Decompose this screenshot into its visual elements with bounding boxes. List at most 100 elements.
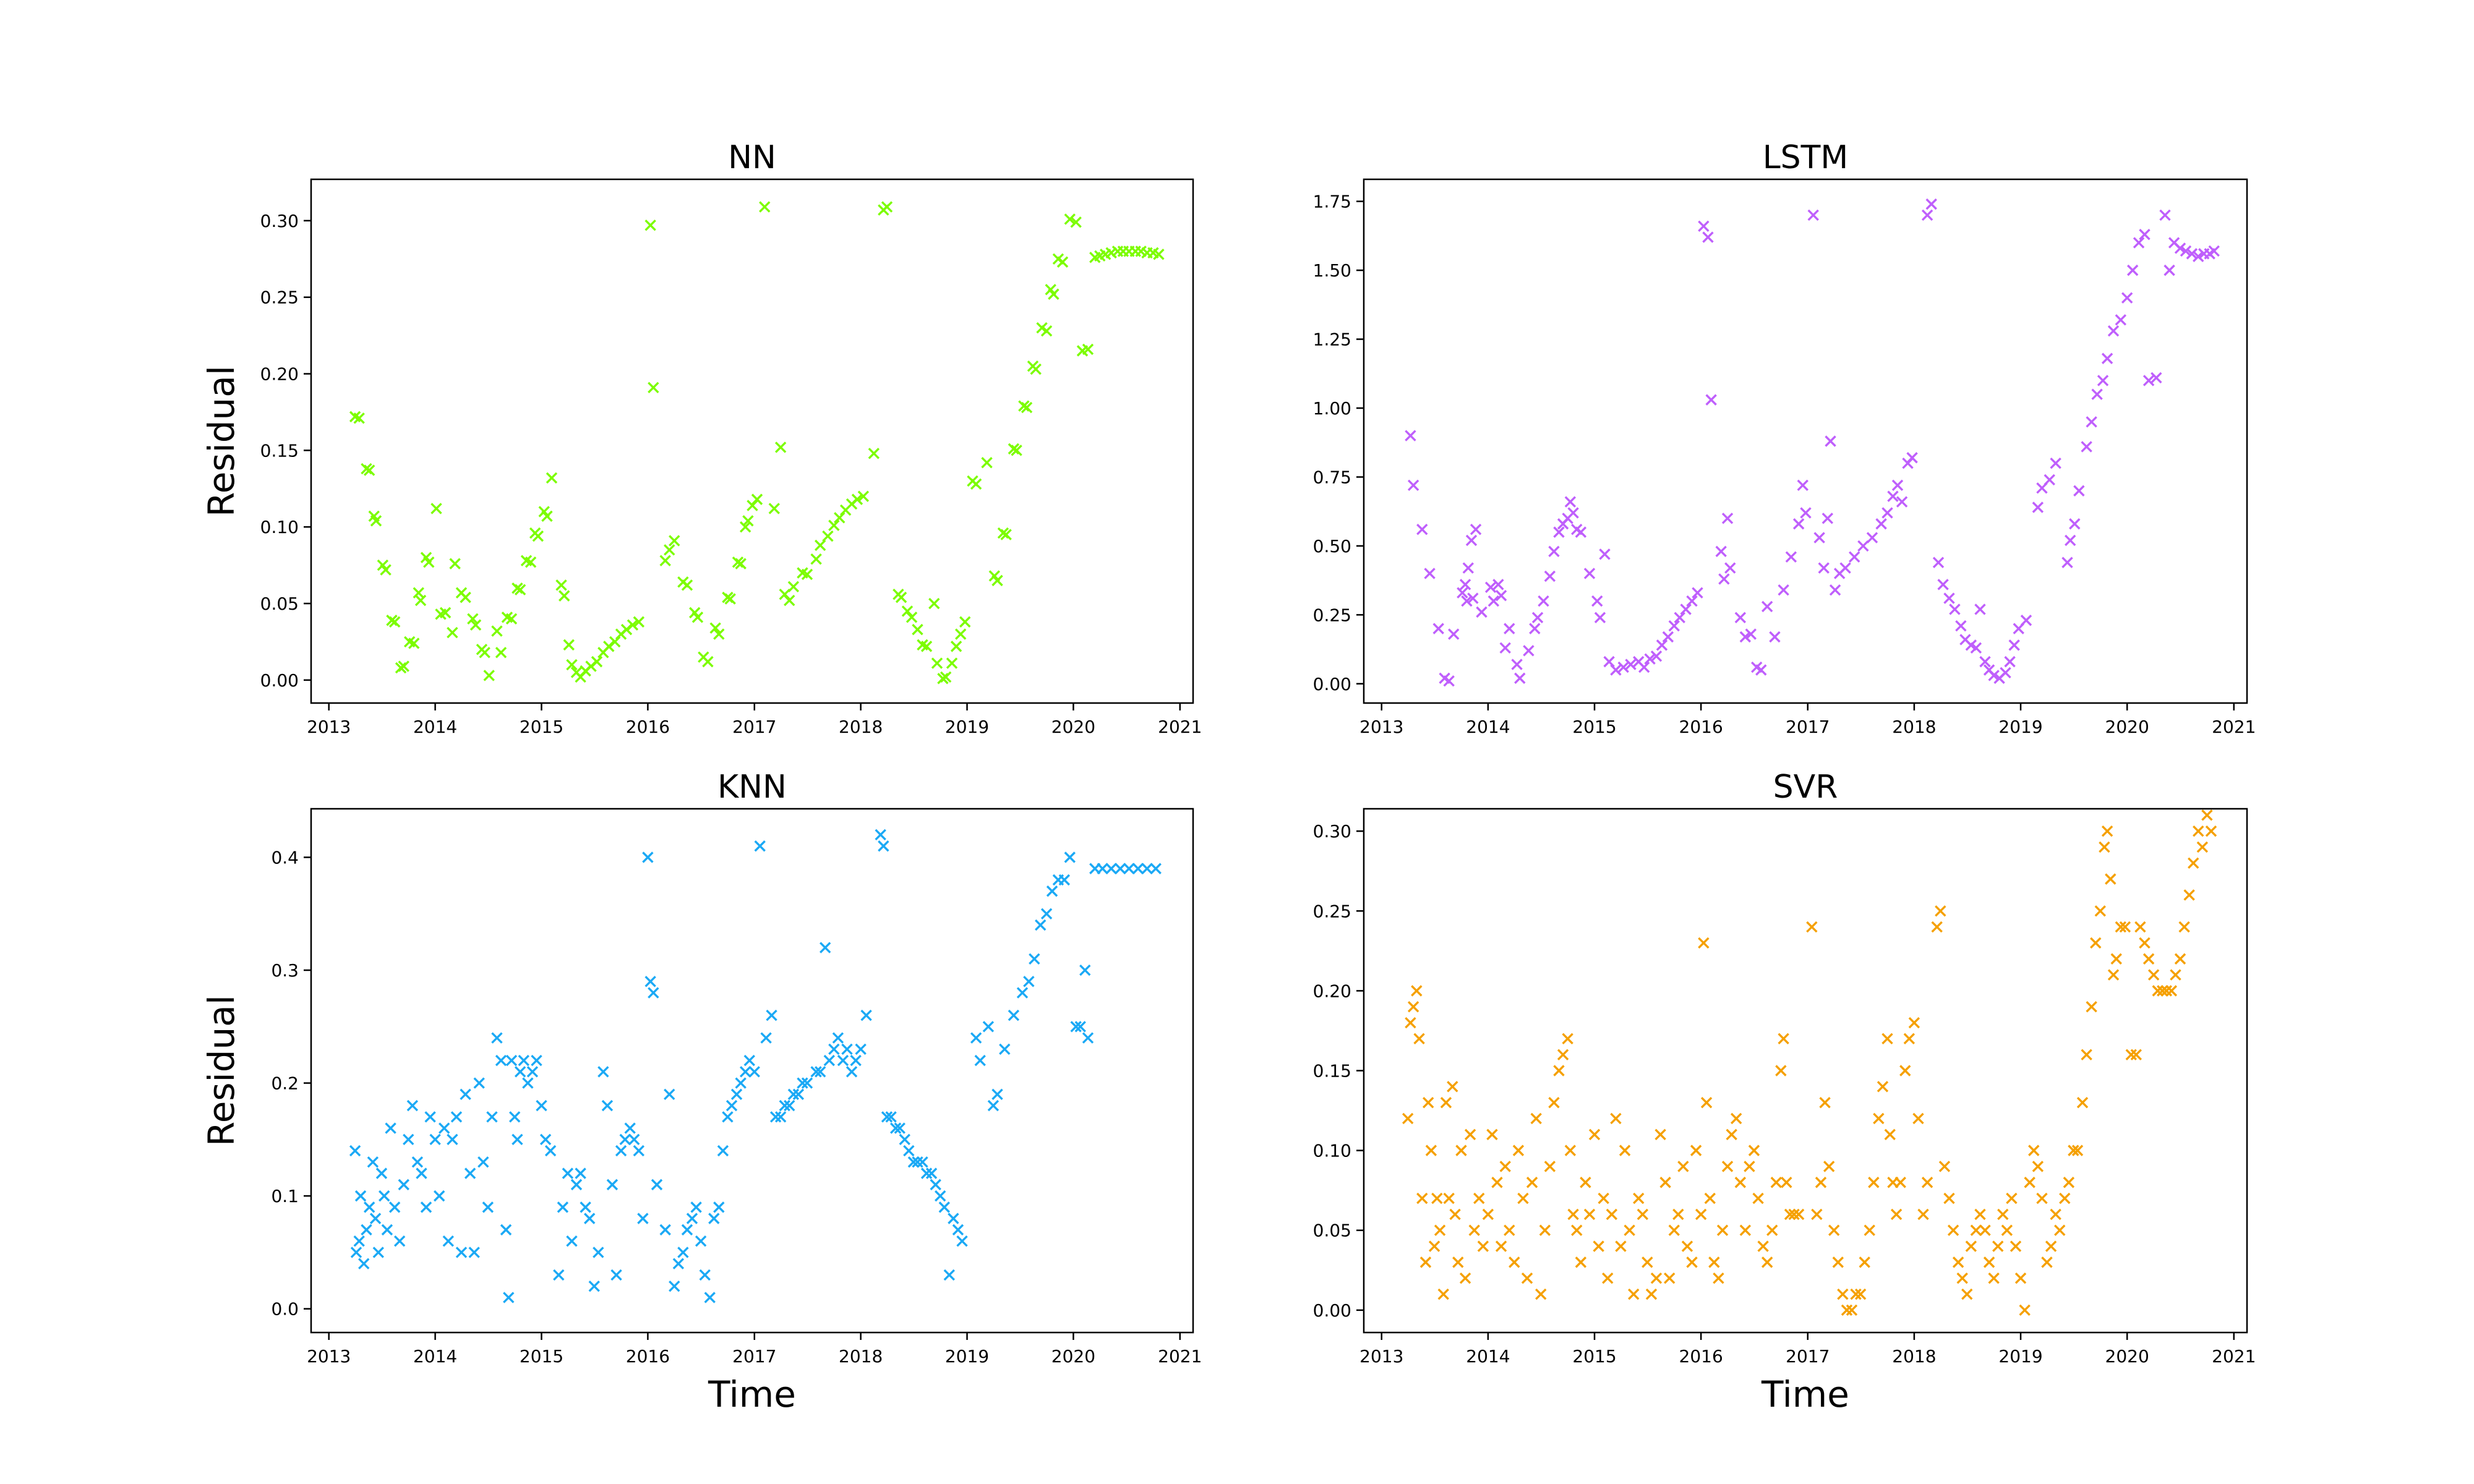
knn-point-46 [522, 1077, 534, 1089]
knn-point-81 [681, 1224, 693, 1236]
lstm-point-26 [1531, 612, 1544, 624]
nn-point-25 [467, 613, 479, 625]
svr-point-62 [1645, 1288, 1658, 1300]
lstm-point-63 [1734, 612, 1747, 624]
lstm-point-38 [1591, 595, 1603, 607]
nn-point-18 [430, 503, 442, 514]
lstm-point-96 [1937, 579, 1949, 591]
lstm-point-61 [1721, 513, 1734, 524]
nn-point-80 [759, 201, 771, 213]
lstm-point-102 [1970, 642, 1982, 654]
svr-point-28 [1499, 1161, 1511, 1172]
nn-point-5 [370, 515, 382, 527]
lstm-point-71 [1785, 551, 1797, 563]
lstm-point-94 [1925, 198, 1937, 210]
knn-point-136 [943, 1269, 956, 1281]
lstm-point-125 [2101, 352, 2113, 364]
svr-point-132 [1956, 1272, 1968, 1284]
panel-lstm: LSTM 2013 2014 2015 2016 2017 2018 2019 2020 2021… [1313, 139, 2256, 737]
nn-point-44 [559, 590, 570, 602]
knn-point-110 [820, 942, 831, 953]
svr-point-162 [2090, 937, 2102, 949]
svr-point-64 [1654, 1128, 1666, 1140]
svr-point-120 [1899, 1065, 1911, 1077]
svr-point-14 [1443, 1192, 1455, 1205]
svr-point-13 [1440, 1096, 1452, 1109]
svr-y-tick-5: 0.25 [1313, 901, 1351, 921]
lstm-point-82 [1839, 562, 1851, 574]
knn-point-78 [669, 1280, 680, 1292]
svr-point-156 [2063, 1177, 2075, 1188]
svr-point-61 [1641, 1256, 1653, 1268]
svr-point-75 [1700, 1096, 1713, 1109]
knn-point-152 [1046, 885, 1058, 897]
knn-x-tick-2016: 2016 [626, 1346, 670, 1367]
lstm-point-75 [1807, 209, 1819, 221]
knn-point-51 [544, 1145, 557, 1157]
lstm-point-25 [1529, 623, 1541, 634]
knn-point-95 [743, 1054, 755, 1067]
lstm-point-106 [1988, 670, 2000, 681]
svr-point-7 [1423, 1096, 1434, 1109]
svr-x-tick-2013: 2013 [1359, 1346, 1403, 1367]
knn-point-50 [539, 1133, 552, 1146]
knn-point-155 [1064, 851, 1076, 863]
knn-point-77 [664, 1088, 675, 1101]
svr-point-97 [1792, 1208, 1805, 1221]
svr-point-23 [1477, 1240, 1489, 1252]
knn-plot-frame [310, 808, 1194, 1334]
lstm-point-46 [1638, 661, 1650, 673]
svr-point-70 [1681, 1240, 1693, 1252]
knn-point-148 [1023, 976, 1035, 987]
knn-point-54 [562, 1167, 574, 1179]
svr-point-66 [1664, 1272, 1676, 1284]
nn-point-45 [563, 639, 575, 651]
lstm-point-80 [1829, 584, 1841, 596]
nn-point-134 [1064, 213, 1076, 225]
svr-point-72 [1690, 1145, 1702, 1156]
svr-x-tick-2014: 2014 [1466, 1346, 1510, 1367]
nn-y-axis-label: Residual [200, 365, 242, 517]
nn-point-112 [950, 641, 962, 652]
lstm-point-40 [1599, 548, 1611, 560]
lstm-point-2 [1416, 523, 1428, 535]
knn-points [349, 829, 1162, 1303]
svr-x-tick-2021: 2021 [2212, 1346, 2256, 1367]
svr-point-34 [1526, 1177, 1538, 1188]
nn-point-20 [439, 607, 452, 619]
lstm-point-44 [1625, 659, 1637, 670]
knn-point-42 [508, 1111, 521, 1123]
nn-point-35 [514, 584, 526, 595]
nn-point-62 [664, 544, 675, 556]
svr-x-tick-2015: 2015 [1572, 1346, 1616, 1367]
lstm-point-120 [2073, 485, 2085, 497]
lstm-point-93 [1921, 209, 1933, 221]
svr-point-95 [1784, 1208, 1796, 1221]
knn-point-141 [974, 1054, 986, 1067]
lstm-point-50 [1662, 631, 1674, 643]
knn-point-9 [372, 1247, 384, 1258]
knn-point-159 [1082, 1032, 1094, 1044]
knn-point-91 [726, 1099, 738, 1112]
svr-point-123 [1912, 1112, 1924, 1125]
lstm-y-tick-1: 0.25 [1313, 605, 1351, 625]
lstm-x-tick-2021: 2021 [2212, 717, 2256, 737]
svr-point-146 [2019, 1304, 2031, 1316]
svr-point-166 [2105, 873, 2117, 885]
knn-point-167 [1150, 863, 1162, 874]
nn-point-91 [828, 519, 840, 531]
nn-title: NN [728, 139, 776, 176]
knn-point-83 [690, 1201, 702, 1213]
lstm-point-43 [1617, 661, 1629, 673]
knn-point-126 [899, 1133, 910, 1146]
svr-point-101 [1819, 1096, 1831, 1109]
knn-y-tick-4: 0.4 [271, 847, 299, 868]
svr-point-106 [1841, 1304, 1853, 1316]
lstm-point-74 [1800, 507, 1812, 519]
svr-point-98 [1806, 921, 1818, 933]
lstm-point-24 [1523, 645, 1534, 657]
svr-point-79 [1716, 1224, 1729, 1236]
svr-point-131 [1952, 1256, 1964, 1268]
svr-point-26 [1491, 1177, 1503, 1188]
knn-point-47 [526, 1066, 539, 1078]
